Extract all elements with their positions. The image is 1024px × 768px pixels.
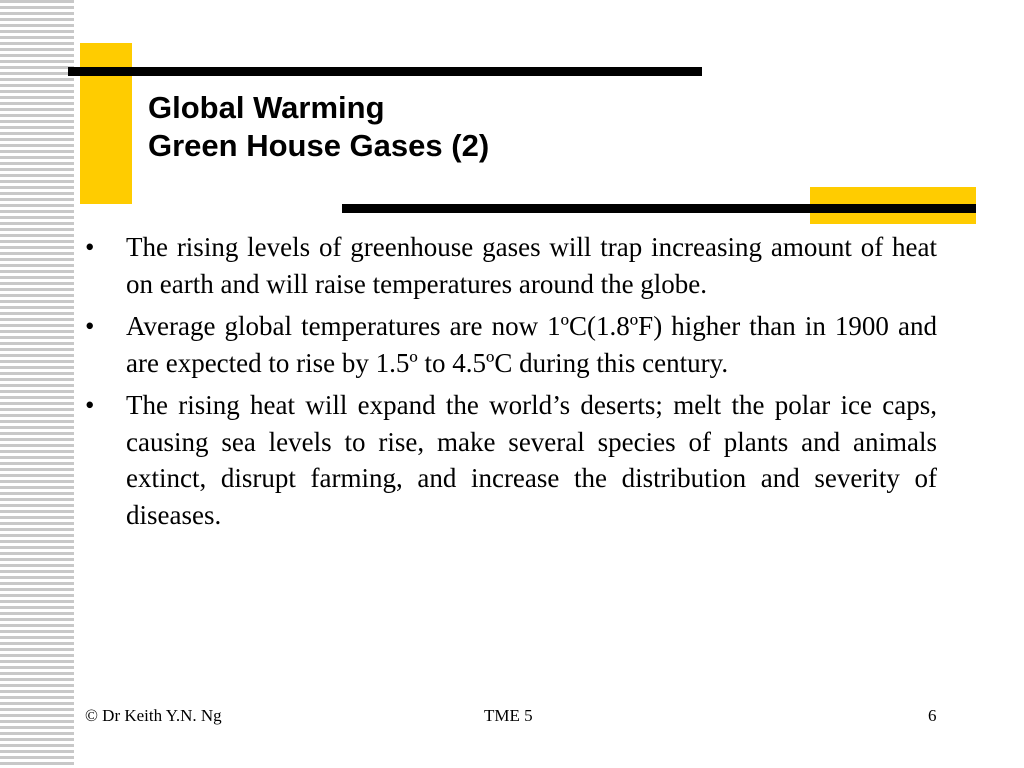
bullet-dot: • <box>85 390 95 420</box>
bullet-text: The rising levels of greenhouse gases wi… <box>126 232 937 299</box>
bullet-list: • The rising levels of greenhouse gases … <box>85 229 937 539</box>
bullet-text: Average global temperatures are now 1ºC(… <box>126 311 937 378</box>
striped-left-border <box>0 0 74 768</box>
footer-copyright: © Dr Keith Y.N. Ng <box>85 706 222 725</box>
bullet-dot: • <box>85 311 95 341</box>
bullet-dot: • <box>85 232 95 262</box>
footer-course-code: TME 5 <box>484 706 533 725</box>
footer-page-number: 6 <box>928 706 937 725</box>
slide-title: Global Warming Green House Gases (2) <box>148 89 788 165</box>
bullet-item: • The rising levels of greenhouse gases … <box>85 229 937 302</box>
title-line-1: Global Warming <box>148 90 385 125</box>
bullet-item: • The rising heat will expand the world’… <box>85 387 937 533</box>
title-rule-bottom <box>342 204 976 213</box>
bullet-text: The rising heat will expand the world’s … <box>126 390 937 530</box>
bullet-item: • Average global temperatures are now 1º… <box>85 308 937 381</box>
title-rule-top <box>68 67 702 76</box>
title-line-2: Green House Gases (2) <box>148 128 490 163</box>
